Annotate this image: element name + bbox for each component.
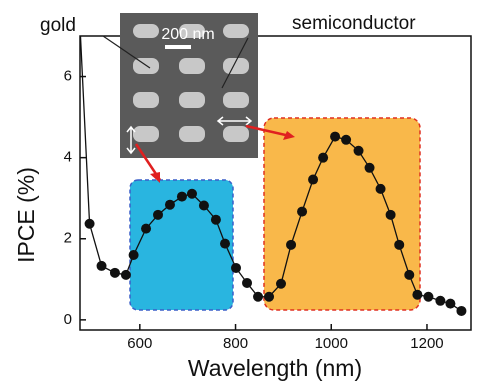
annotation-gold: gold xyxy=(40,15,76,36)
data-point xyxy=(165,200,175,210)
y-tick-label: 0 xyxy=(64,311,72,328)
y-axis-label: IPCE (%) xyxy=(13,167,39,263)
data-point xyxy=(286,240,296,250)
data-point xyxy=(445,299,455,309)
data-point xyxy=(264,292,274,302)
scale-label: 200 nm xyxy=(161,26,214,43)
data-point xyxy=(423,292,433,302)
y-tick-label: 2 xyxy=(64,230,72,247)
data-point xyxy=(187,189,197,199)
data-point xyxy=(318,153,328,163)
x-tick-label: 1000 xyxy=(315,335,348,352)
data-point xyxy=(121,270,131,280)
chart: 200 nm gold semiconductor Wavelength (nm… xyxy=(0,0,489,387)
data-point xyxy=(365,163,375,173)
data-point xyxy=(404,270,414,280)
annotation-semiconductor: semiconductor xyxy=(292,13,416,34)
highlight-orange xyxy=(264,118,420,310)
x-tick-label: 600 xyxy=(127,335,152,352)
y-tick-label: 4 xyxy=(64,149,72,166)
data-point xyxy=(354,146,364,156)
data-point xyxy=(308,175,318,185)
data-point xyxy=(110,268,120,278)
data-point xyxy=(376,184,386,194)
x-tick-label: 1200 xyxy=(410,335,443,352)
data-point xyxy=(386,210,396,220)
data-point xyxy=(341,135,351,145)
data-point xyxy=(330,132,340,142)
data-point xyxy=(394,240,404,250)
data-point xyxy=(129,250,139,260)
scale-bar xyxy=(165,45,191,49)
x-tick-label: 800 xyxy=(223,335,248,352)
data-point xyxy=(412,290,422,300)
data-point xyxy=(231,263,241,273)
data-point xyxy=(177,192,187,202)
data-point xyxy=(253,292,263,302)
x-axis-label: Wavelength (nm) xyxy=(188,355,362,381)
data-point xyxy=(211,215,221,225)
data-point xyxy=(153,210,163,220)
data-point xyxy=(456,306,466,316)
inset-image: 200 nm xyxy=(120,13,258,158)
data-point xyxy=(276,279,286,289)
y-tick-label: 6 xyxy=(64,68,72,85)
data-point xyxy=(435,296,445,306)
data-point xyxy=(85,219,95,229)
data-point xyxy=(297,207,307,217)
data-point xyxy=(199,201,209,211)
data-point xyxy=(97,261,107,271)
data-point xyxy=(141,224,151,234)
data-point xyxy=(242,278,252,288)
data-point xyxy=(220,239,230,249)
